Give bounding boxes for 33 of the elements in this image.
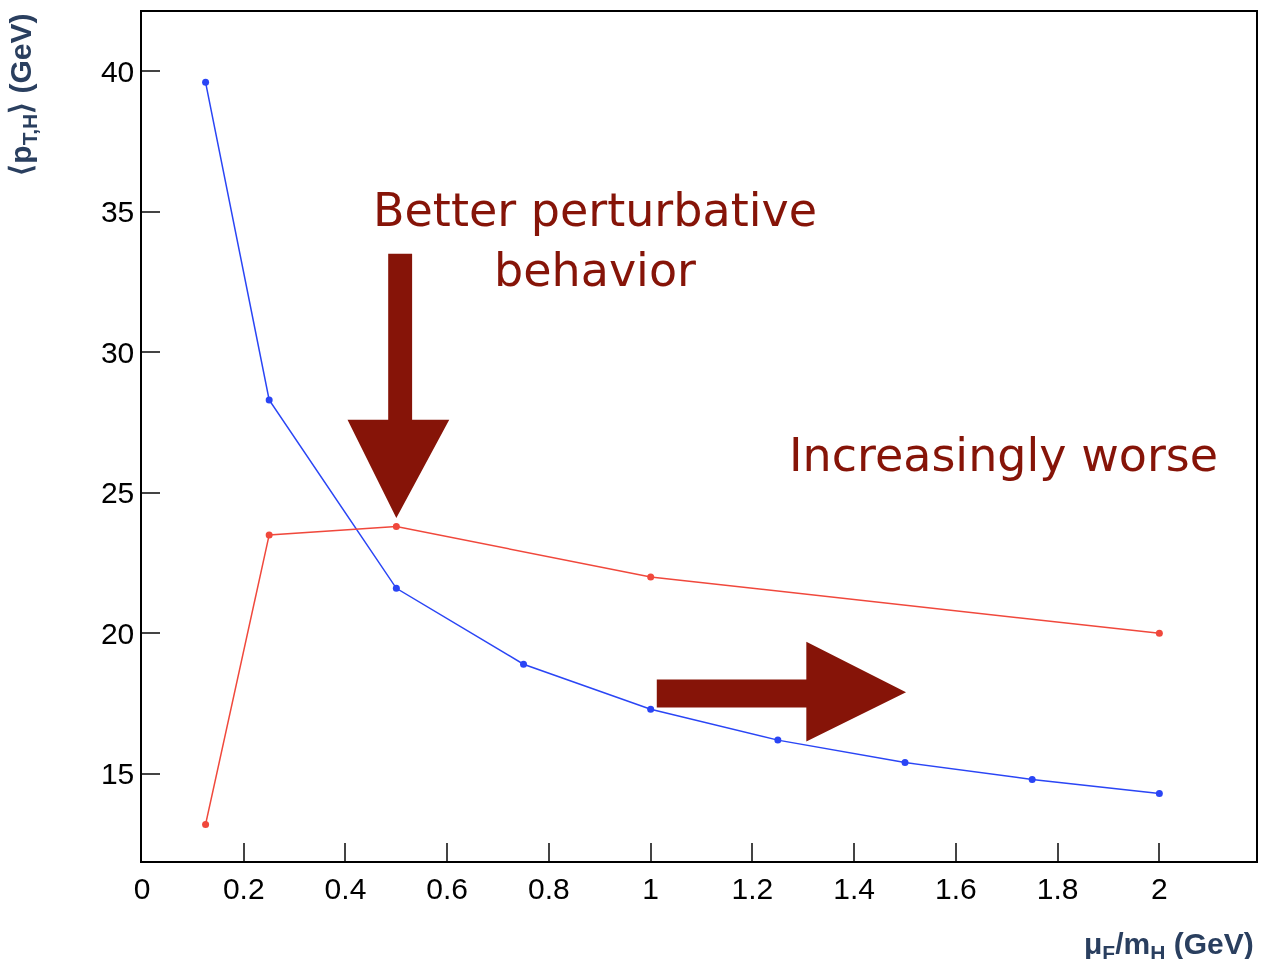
x-tick-label: 0.8 [528, 871, 570, 905]
annotation: Better perturbative behavior [373, 183, 818, 297]
point [392, 522, 400, 530]
y-tick-label: 15 [100, 757, 135, 791]
y-tick-label: 40 [100, 54, 135, 88]
point [202, 78, 210, 86]
point [774, 736, 782, 744]
x-tick-label: 0.2 [222, 871, 265, 905]
point [265, 396, 273, 404]
x-tick-label: 1.4 [833, 871, 876, 905]
x-tick-label: 1 [642, 871, 660, 905]
point [647, 573, 655, 581]
point [1155, 629, 1163, 637]
point [520, 660, 528, 668]
x-tick-label: 0 [133, 871, 151, 905]
x-tick-label: 0.6 [426, 871, 469, 905]
y-tick-label: 25 [100, 476, 135, 510]
point [647, 705, 655, 713]
point [265, 531, 273, 539]
x-tick-label: 1.8 [1036, 871, 1079, 905]
point [901, 759, 909, 767]
x-tick-label: 1.6 [935, 871, 977, 905]
y-tick-label: 20 [100, 616, 135, 650]
point [1028, 775, 1036, 783]
y-tick-label: 35 [100, 195, 135, 229]
point [1155, 790, 1163, 798]
x-tick-label: 1.2 [731, 871, 774, 905]
point [392, 584, 400, 592]
y-tick-label: 30 [100, 335, 135, 369]
x-tick-label: 0.4 [324, 871, 367, 905]
x-tick-label: 2 [1151, 871, 1168, 905]
point [202, 820, 210, 828]
annotation: Increasingly worse [789, 428, 1219, 482]
